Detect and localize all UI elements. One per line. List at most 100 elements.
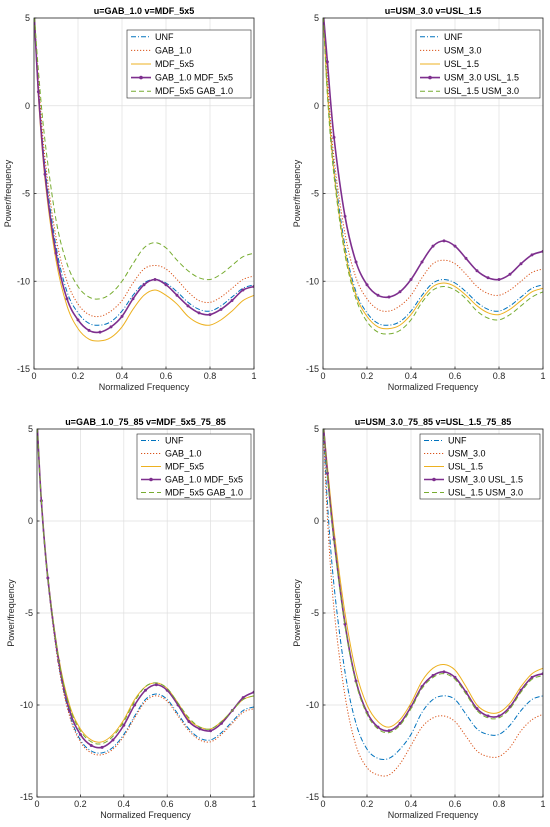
y-tick-label: -10 (17, 276, 30, 286)
y-tick-label: 5 (314, 13, 319, 23)
legend-entry: USM_3.0 USL_1.5 (448, 475, 523, 485)
y-tick-label: -15 (17, 364, 30, 374)
y-tick-label: -10 (306, 700, 319, 710)
data-point (120, 314, 124, 318)
series-line-5 (323, 18, 543, 335)
chart-title: u=GAB_1.0_75_85 v=MDF_5x5_75_85 (65, 417, 226, 427)
data-point (475, 707, 479, 711)
data-point (122, 723, 126, 727)
data-point (164, 283, 168, 287)
data-point (133, 703, 137, 707)
y-tick-label: -10 (20, 700, 33, 710)
data-point (89, 743, 93, 747)
series-line-1 (323, 18, 543, 326)
data-point (486, 714, 490, 718)
x-tick-label: 0.6 (160, 371, 173, 381)
series-line-5 (323, 429, 543, 734)
x-tick-label: 0 (320, 799, 325, 809)
x-tick-label: 0.4 (405, 799, 418, 809)
data-point (387, 729, 391, 733)
y-tick-label: -5 (22, 189, 30, 199)
legend-entry: MDF_5x5 (165, 462, 204, 472)
data-point (197, 311, 201, 315)
x-tick-label: 0 (320, 371, 325, 381)
x-tick-label: 1 (251, 371, 256, 381)
legend-entry: USM_3.0 (448, 449, 486, 459)
data-point (36, 90, 40, 94)
data-point (111, 738, 115, 742)
series-line-3 (323, 18, 543, 330)
legend-entry: UNF (444, 32, 463, 42)
data-point (420, 260, 424, 264)
data-point (241, 288, 245, 292)
y-tick-label: -15 (306, 364, 319, 374)
data-point (442, 239, 446, 243)
series-line-5 (37, 429, 254, 745)
data-point (508, 272, 512, 276)
data-point (219, 307, 223, 311)
x-tick-label: 1 (251, 799, 256, 809)
x-tick-label: 0.4 (118, 799, 131, 809)
data-point (43, 172, 47, 176)
chart-panel-1: 0 0.2 0.4 0.6 0.8 1 -15 -10 -5 0 5 u=GAB_1.0 v=MDF_… (3, 6, 257, 392)
data-point (100, 745, 104, 749)
data-point (354, 260, 358, 264)
data-point (530, 253, 534, 257)
data-point (365, 283, 369, 287)
data-point (131, 297, 135, 301)
y-tick-label: -15 (306, 792, 319, 802)
data-point (453, 244, 457, 248)
data-point (497, 714, 501, 718)
legend-entry: USM_3.0 USL_1.5 (444, 73, 519, 83)
chart-panel-4: 0 0.2 0.4 0.6 0.8 1 -15 -10 -5 0 5 u=USM_3.0_75_85 … (292, 417, 546, 820)
data-point (497, 277, 501, 281)
data-point (87, 328, 91, 332)
x-tick-label: 0 (34, 799, 39, 809)
chart-panel-3: 0 0.2 0.4 0.6 0.8 1 -15 -10 -5 0 5 u=GAB_1.0_75_85 … (6, 417, 257, 820)
data-point (387, 295, 391, 299)
x-tick-label: 0.2 (74, 799, 87, 809)
x-tick-label: 0.2 (72, 371, 85, 381)
y-tick-label: -5 (311, 608, 319, 618)
legend-entry: GAB_1.0 MDF_5x5 (155, 73, 233, 83)
data-point (36, 418, 39, 421)
data-point (442, 670, 446, 674)
y-tick-label: 0 (28, 516, 33, 526)
legend-entry: GAB_1.0 (155, 45, 192, 55)
y-tick-label: 5 (25, 13, 30, 23)
data-point (325, 471, 329, 475)
x-tick-label: 0.6 (449, 799, 462, 809)
legend-marker (428, 75, 432, 80)
legend: UNF GAB_1.0 MDF_5x5 GAB_1.0 MDF_5x5 MDF_5x5 … (136, 433, 252, 500)
legend-entry: USL_1.5 (444, 59, 479, 69)
y-tick-label: -10 (306, 276, 319, 286)
legend-entry: MDF_5x5 (155, 59, 194, 69)
legend-entry: MDF_5x5 GAB_1.0 (165, 488, 243, 498)
x-tick-label: 0.6 (161, 799, 174, 809)
x-tick-label: 0.2 (361, 371, 374, 381)
data-point (142, 283, 146, 287)
legend-entry: USL_1.5 USM_3.0 (444, 86, 519, 96)
x-tick-label: 0.4 (405, 371, 418, 381)
x-tick-label: 0.8 (493, 371, 506, 381)
legend: UNF GAB_1.0 MDF_5x5 GAB_1.0 MDF_5x5 MDF_5x5 … (126, 29, 252, 99)
legend-entry: UNF (165, 436, 184, 446)
x-tick-label: 0.8 (204, 799, 217, 809)
series-line-3 (323, 429, 543, 728)
y-tick-label: 0 (314, 101, 319, 111)
data-point (376, 293, 380, 297)
y-tick-label: -5 (25, 608, 33, 618)
data-point (187, 720, 191, 724)
legend-entry: USL_1.5 USM_3.0 (448, 488, 523, 498)
data-point (325, 60, 329, 64)
legend-entry: GAB_1.0 MDF_5x5 (165, 475, 243, 485)
data-point (322, 418, 325, 421)
legend-entry: USL_1.5 (448, 462, 483, 472)
y-axis-label: Power/frequency (3, 159, 13, 227)
data-point (398, 721, 402, 725)
series-line-1 (37, 429, 254, 754)
x-tick-label: 0.4 (116, 371, 129, 381)
x-axis-label: Normalized Frequency (388, 810, 479, 820)
y-tick-label: -5 (311, 189, 319, 199)
data-point (198, 727, 202, 731)
